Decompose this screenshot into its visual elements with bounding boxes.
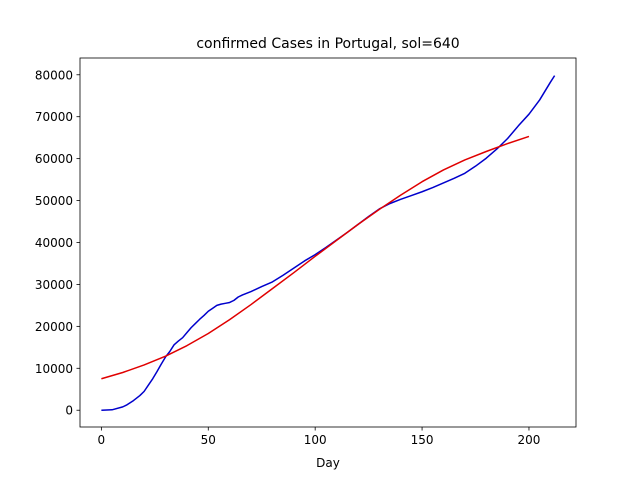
y-tick-label-1: 10000	[35, 362, 73, 376]
y-tick-label-2: 20000	[35, 320, 73, 334]
y-tick-label-5: 50000	[35, 194, 73, 208]
y-tick-label-6: 60000	[35, 152, 73, 166]
y-tick-label-3: 30000	[35, 278, 73, 292]
y-tick-label-7: 70000	[35, 110, 73, 124]
series-line-0	[101, 75, 556, 411]
chart-title: confirmed Cases in Portugal, sol=640	[196, 36, 459, 52]
y-tick-label-4: 40000	[35, 236, 73, 250]
y-tick-label-8: 80000	[35, 68, 73, 82]
x-tick-label-4: 200	[518, 433, 541, 447]
x-tick-label-1: 50	[201, 433, 216, 447]
x-tick-label-2: 100	[304, 433, 327, 447]
y-tick-label-0: 0	[65, 404, 73, 418]
x-axis-label: Day	[316, 456, 340, 470]
plot-area: 0 50 100 150 200 0 10000 20000 30000 40000 50000 60…	[35, 57, 577, 447]
x-tick-label-3: 150	[411, 433, 434, 447]
series-line-1	[101, 135, 530, 380]
x-tick-label-0: 0	[98, 433, 106, 447]
